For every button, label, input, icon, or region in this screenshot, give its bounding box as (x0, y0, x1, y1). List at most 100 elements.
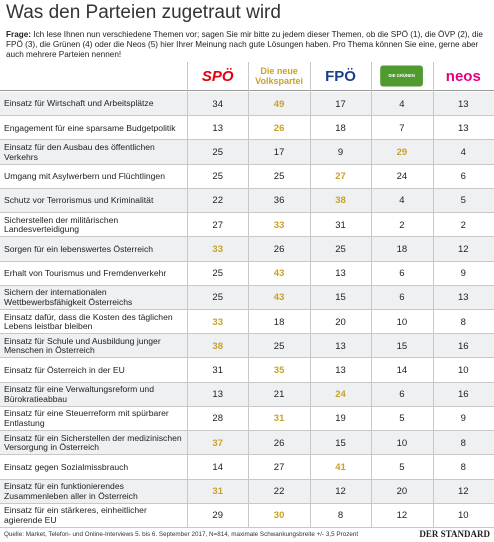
row-bg (0, 92, 494, 117)
value: 2 (399, 219, 405, 231)
value: 27 (212, 219, 223, 231)
value: 37 (212, 437, 223, 449)
value: 31 (335, 219, 346, 231)
value: 25 (212, 292, 223, 304)
topic: Erhalt von Tourismus und Fremdenverkehr (4, 267, 167, 278)
value: 10 (458, 365, 469, 377)
value: 6 (460, 171, 466, 183)
row-bg (0, 382, 494, 407)
value: 34 (212, 98, 223, 110)
value: 33 (212, 243, 223, 255)
value: 20 (335, 316, 346, 328)
party-logo: DIE GRÜNEN (380, 65, 424, 87)
value: 12 (335, 486, 346, 498)
value: 36 (273, 195, 285, 207)
value: 17 (335, 98, 346, 110)
value: 26 (273, 243, 285, 255)
value: 2 (460, 219, 466, 231)
value: 8 (460, 316, 466, 328)
value: 12 (458, 243, 469, 255)
value: 15 (396, 340, 408, 352)
column-rule (248, 62, 250, 528)
row-bg (0, 431, 494, 456)
topic: Sichern der internationalen Wettbewerbsf… (4, 287, 133, 307)
topic: Sorgen für ein lebenswertes Österreich (4, 243, 154, 254)
header-rule (0, 90, 494, 91)
value: 21 (273, 389, 285, 401)
topic: Einsatz für ein stärkeres, einheitlicher… (4, 505, 147, 525)
value: 43 (273, 268, 285, 280)
value: 27 (335, 171, 346, 183)
question-text: Ich lese Ihnen nun verschiedene Themen v… (6, 30, 483, 59)
value: 5 (460, 195, 466, 207)
value: 13 (212, 122, 223, 134)
row-bg (0, 261, 494, 286)
value: 10 (458, 510, 469, 522)
source: Quelle: Market, Telefon- und Online-Inte… (4, 531, 359, 538)
question: Frage: Ich lese Ihnen nun verschiedene T… (6, 30, 490, 60)
value: 14 (212, 461, 223, 473)
value: 25 (273, 171, 285, 183)
value: 13 (335, 268, 346, 280)
value: 35 (273, 365, 285, 377)
value: 10 (396, 316, 408, 328)
value: 25 (273, 340, 285, 352)
row-bg (0, 188, 494, 214)
value: 8 (337, 510, 344, 522)
topic: Einsatz für ein funktionierendes Zusamme… (4, 481, 138, 501)
value: 4 (460, 147, 466, 159)
value: 10 (396, 437, 408, 449)
value: 43 (273, 292, 285, 304)
value: 8 (460, 461, 466, 473)
value: 15 (335, 437, 346, 449)
value: 24 (396, 171, 408, 183)
value: 13 (458, 122, 469, 134)
value: 31 (273, 413, 285, 425)
brand: DER STANDARD (419, 529, 490, 539)
value: 9 (460, 268, 466, 280)
value: 5 (399, 461, 405, 473)
value: 15 (335, 292, 346, 304)
row-bg (0, 334, 494, 359)
value: 26 (273, 122, 285, 134)
value: 25 (212, 268, 223, 280)
topic: Schutz vor Terrorismus und Kriminalität (4, 195, 154, 206)
value: 33 (273, 219, 285, 231)
row-bg (0, 455, 494, 480)
row-bg (0, 479, 494, 504)
value: 29 (212, 510, 223, 522)
value: 18 (273, 316, 285, 328)
party-logo: neos (445, 67, 481, 85)
value: 22 (273, 486, 285, 498)
value: 16 (458, 340, 469, 352)
value: 41 (335, 461, 346, 473)
topic: Einsatz für Österreich in der EU (4, 364, 125, 375)
value: 14 (396, 365, 408, 377)
value: 27 (273, 461, 285, 473)
value: 29 (396, 147, 408, 159)
topic: Einsatz für ein Sicherstellen der medizi… (4, 432, 182, 453)
topic: Einsatz für eine Verwaltungsreform und B… (4, 384, 154, 404)
column-rule (432, 62, 434, 528)
party-logo: Die neue Volkspartei (255, 66, 304, 86)
row-bg (0, 503, 494, 528)
topic: Einsatz für Schule und Ausbildung junger… (4, 335, 161, 356)
value: 25 (212, 171, 223, 183)
value: 7 (399, 122, 405, 134)
value: 22 (212, 195, 223, 207)
value: 33 (212, 316, 223, 328)
value: 17 (273, 147, 285, 159)
value: 19 (335, 413, 346, 425)
value: 4 (399, 195, 405, 207)
topic: Einsatz für Wirtschaft und Arbeitsplätze (4, 98, 154, 109)
value: 12 (458, 486, 469, 498)
row-bg (0, 310, 494, 335)
value: 13 (458, 98, 469, 110)
column-rule (309, 62, 311, 528)
value: 18 (335, 122, 346, 134)
topic: Einsatz dafür, dass die Kosten des tägli… (4, 311, 173, 332)
row-bg (0, 358, 494, 383)
column-rule (187, 62, 188, 528)
value: 6 (399, 268, 405, 280)
topic: Umgang mit Asylwerbern und Flüchtlingen (4, 171, 165, 182)
